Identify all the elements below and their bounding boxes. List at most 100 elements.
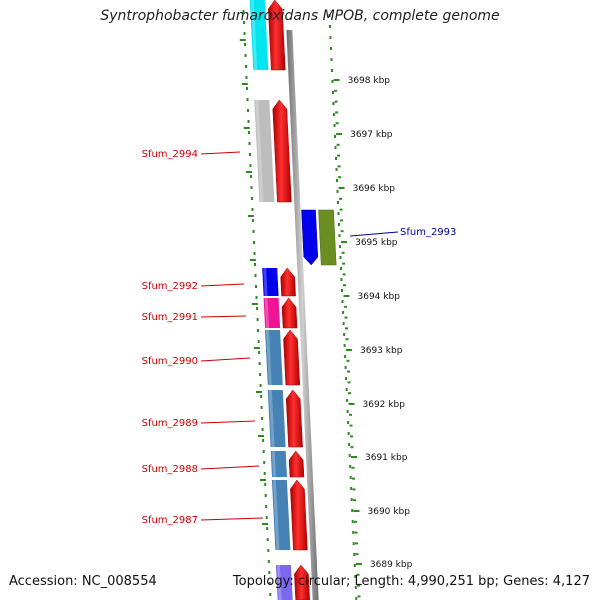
cds-arrow: [288, 450, 305, 478]
gene-label-leader: [349, 231, 399, 237]
border-dot: [262, 439, 265, 442]
border-dot: [251, 208, 254, 211]
kbp-minor-tick: [348, 392, 351, 395]
kbp-ticks: 3698 kbp 3697 kbp 3696 kbp 3695 kbp 3694 kbp…: [239, 39, 413, 598]
kbp-minor-tick: [337, 165, 341, 168]
border-dot: [247, 120, 250, 123]
cds-arrow: [268, 0, 286, 71]
border-dot: [253, 252, 256, 255]
border-dot: [342, 322, 345, 325]
track-tick: [245, 171, 252, 173]
cog-block-shine: [276, 565, 282, 600]
border-dot: [261, 417, 264, 420]
border-dot: [242, 10, 245, 13]
backbone-line: [286, 30, 319, 600]
border-dot: [334, 135, 336, 138]
border-dot: [328, 14, 331, 17]
border-dot: [332, 91, 334, 94]
border-dot: [244, 54, 247, 57]
kbp-tick: [348, 403, 355, 405]
cog-block-shine: [271, 451, 276, 477]
border-dot: [339, 256, 342, 259]
border-dot: [263, 461, 266, 464]
kbp-minor-tick: [355, 553, 359, 556]
border-dot: [335, 168, 338, 171]
kbp-minor-tick: [340, 219, 344, 222]
border-dot: [259, 373, 262, 376]
border-dot: [350, 487, 353, 490]
border-dot: [337, 201, 339, 204]
kbp-minor-tick: [342, 273, 346, 276]
border-dot: [248, 142, 251, 145]
kbp-minor-tick: [350, 446, 354, 449]
border-dot: [344, 366, 347, 369]
border-dot: [267, 549, 270, 552]
kbp-tick-label: 3691 kbp: [365, 453, 408, 463]
cog-block: [262, 268, 279, 296]
border-dot: [257, 340, 260, 343]
kbp-tick-label: 3696 kbp: [353, 184, 396, 194]
cog-block-shine: [266, 330, 272, 385]
cog-block: [271, 480, 291, 550]
border-dot: [252, 230, 255, 233]
border-dot: [340, 267, 342, 270]
border-dot: [246, 98, 249, 101]
kbp-minor-tick: [351, 466, 355, 469]
border-dot: [265, 516, 268, 519]
accession-text: Accession: NC_008554: [9, 574, 157, 589]
cog-block: [318, 209, 337, 266]
border-dot: [250, 186, 253, 189]
border-dot: [342, 311, 345, 314]
border-dot: [341, 289, 343, 292]
border-dot: [338, 223, 340, 226]
border-dot: [258, 362, 261, 365]
kbp-minor-tick: [355, 542, 358, 545]
border-dot: [266, 538, 269, 541]
cog-block: [270, 451, 287, 477]
kbp-minor-tick: [354, 531, 358, 534]
dotted-track-borders: [242, 10, 358, 600]
track-tick: [258, 435, 264, 437]
cog-block: [275, 565, 293, 600]
border-dot: [250, 175, 252, 178]
track-tick: [253, 347, 260, 349]
cog-track: [249, 0, 337, 600]
gene-label: Sfum_2989: [142, 418, 198, 429]
kbp-minor-tick: [352, 477, 355, 480]
border-dot: [251, 197, 253, 200]
border-dot: [335, 157, 337, 160]
track-tick: [260, 479, 266, 481]
cds-arrow: [281, 297, 298, 329]
kbp-tick: [346, 349, 352, 351]
track-tick: [241, 83, 248, 85]
border-dot: [353, 564, 356, 567]
border-dot: [267, 560, 270, 563]
kbp-minor-tick: [345, 338, 349, 341]
border-dot: [331, 69, 333, 72]
border-dot: [264, 483, 267, 486]
cds-arrow: [290, 479, 308, 551]
cds-arrow: [301, 209, 319, 266]
border-dot: [260, 406, 263, 409]
kbp-minor-tick: [335, 122, 339, 125]
cog-block-shine: [264, 298, 270, 328]
kbp-minor-tick: [340, 230, 344, 233]
border-dot: [257, 329, 260, 332]
gene-label: Sfum_2993: [400, 227, 456, 238]
gene-labels: Sfum_2994 Sfum_2993 Sfum_2992 Sfum_2991 Sfum…: [142, 149, 457, 526]
border-dot: [352, 542, 355, 545]
kbp-tick-label: 3690 kbp: [368, 507, 411, 517]
track-tick: [247, 215, 254, 217]
kbp-minor-tick: [339, 197, 343, 200]
cog-block-shine: [250, 0, 258, 70]
border-dot: [338, 234, 341, 237]
track-tick: [243, 127, 250, 129]
cog-block: [263, 298, 281, 328]
border-dot: [260, 395, 263, 398]
border-dot: [331, 80, 334, 83]
border-dot: [243, 21, 245, 24]
cog-block-shine: [268, 390, 275, 447]
border-dot: [262, 450, 265, 453]
border-dot: [256, 307, 259, 310]
